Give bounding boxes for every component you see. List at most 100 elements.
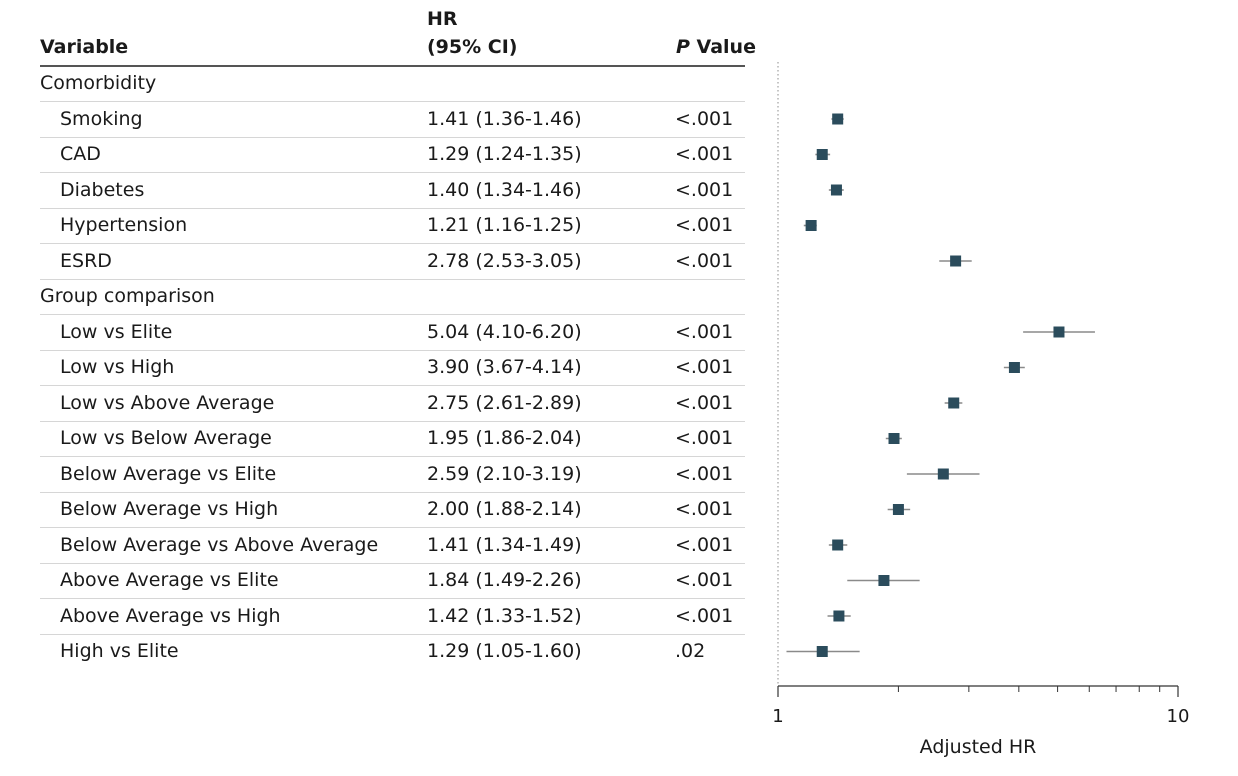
- variable-label: Above Average vs Elite: [60, 569, 279, 591]
- p-value: <.001: [675, 533, 734, 556]
- p-value: <.001: [675, 462, 734, 485]
- hr-point-marker: [816, 646, 828, 657]
- table-row: Above Average vs Elite 1.84 (1.49-2.26) <.…: [40, 563, 745, 599]
- row-divider: [40, 136, 745, 138]
- hr-point-marker: [878, 575, 890, 586]
- hr-ci-value: 1.40 (1.34-1.46): [427, 178, 582, 201]
- table-row: Smoking 1.41 (1.36-1.46) <.001: [40, 102, 745, 138]
- table-row: Hypertension 1.21 (1.16-1.25) <.001: [40, 208, 745, 244]
- row-divider: [40, 314, 745, 315]
- p-italic: P: [676, 36, 690, 58]
- x-tick-label: 1: [772, 706, 783, 727]
- row-divider: [40, 562, 745, 564]
- variable-label: Low vs Elite: [60, 320, 173, 343]
- row-divider: [40, 243, 745, 244]
- hr-ci-value: 1.42 (1.33-1.52): [427, 604, 582, 627]
- hr-point-marker: [888, 433, 900, 444]
- p-value-rest: Value: [689, 36, 756, 58]
- hr-point-marker: [832, 113, 844, 125]
- hr-point-marker: [816, 149, 828, 160]
- variable-label: ESRD: [60, 249, 112, 272]
- p-value: <.001: [675, 178, 734, 201]
- hr-ci-value: 1.29 (1.24-1.35): [427, 143, 582, 165]
- p-value: <.001: [675, 107, 734, 130]
- row-divider: [40, 598, 745, 599]
- p-value: <.001: [675, 391, 734, 414]
- p-value: <.001: [675, 249, 734, 272]
- table-row: Low vs Below Average 1.95 (1.86-2.04) <.00…: [40, 421, 745, 457]
- p-value: <.001: [675, 143, 734, 165]
- row-divider: [40, 101, 745, 102]
- variable-label: Hypertension: [60, 214, 188, 236]
- p-value: <.001: [675, 356, 734, 378]
- hr-point-marker: [948, 397, 960, 409]
- variable-label: Low vs Below Average: [60, 427, 272, 449]
- p-value: <.001: [675, 569, 734, 591]
- hr-header-line1: HR: [427, 8, 458, 30]
- hr-point-marker: [1053, 326, 1065, 338]
- variable-label: Smoking: [60, 107, 143, 130]
- x-tick-label: 10: [1167, 706, 1190, 727]
- hr-point-marker: [950, 255, 962, 267]
- row-divider: [40, 385, 745, 386]
- variable-label: Above Average vs High: [60, 604, 281, 627]
- table-row: Low vs Above Average 2.75 (2.61-2.89) <.00…: [40, 386, 745, 422]
- row-divider: [40, 172, 745, 173]
- p-value: .02: [675, 640, 706, 662]
- variable-label: Diabetes: [60, 178, 145, 201]
- group-label: Group comparison: [40, 285, 215, 307]
- row-divider: [40, 633, 745, 635]
- row-divider: [40, 527, 745, 528]
- hr-ci-value: 2.59 (2.10-3.19): [427, 462, 582, 485]
- variable-label: Below Average vs High: [60, 498, 279, 520]
- table-row: CAD 1.29 (1.24-1.35) <.001: [40, 137, 745, 173]
- hr-ci-value: 1.29 (1.05-1.60): [427, 640, 582, 662]
- table-row: ESRD 2.78 (2.53-3.05) <.001: [40, 244, 745, 280]
- row-divider: [40, 420, 745, 422]
- variable-label: Below Average vs Elite: [60, 462, 277, 485]
- variable-label: High vs Elite: [60, 640, 179, 662]
- hr-ci-value: 2.00 (1.88-2.14): [427, 498, 582, 520]
- row-divider: [40, 349, 745, 351]
- hr-point-marker: [833, 610, 845, 622]
- hr-ci-value: 2.78 (2.53-3.05): [427, 249, 582, 272]
- hr-point-marker: [830, 184, 842, 196]
- variable-label: Low vs High: [60, 356, 175, 378]
- p-value: <.001: [675, 604, 734, 627]
- table-row: Below Average vs Above Average 1.41 (1.34…: [40, 528, 745, 564]
- hr-point-marker: [1008, 362, 1020, 373]
- hr-ci-value: 1.41 (1.36-1.46): [427, 107, 582, 130]
- row-divider: [40, 207, 745, 209]
- table-row: Diabetes 1.40 (1.34-1.46) <.001: [40, 173, 745, 209]
- p-value: <.001: [675, 427, 734, 449]
- table-row: Low vs Elite 5.04 (4.10-6.20) <.001: [40, 315, 745, 351]
- hr-point-marker: [892, 504, 904, 515]
- x-axis-label: Adjusted HR: [920, 736, 1037, 758]
- hr-ci-value: 1.41 (1.34-1.49): [427, 533, 582, 556]
- p-value: <.001: [675, 214, 734, 236]
- hr-ci-value: 3.90 (3.67-4.14): [427, 356, 582, 378]
- variable-header: Variable: [40, 36, 129, 58]
- p-value: <.001: [675, 498, 734, 520]
- variable-label: CAD: [60, 143, 101, 165]
- group-header-row: Comorbidity: [40, 66, 745, 102]
- hr-ci-value: 1.84 (1.49-2.26): [427, 569, 582, 591]
- p-value: <.001: [675, 320, 734, 343]
- table-row: Above Average vs High 1.42 (1.33-1.52) <.0…: [40, 599, 745, 635]
- hr-ci-value: 2.75 (2.61-2.89): [427, 391, 582, 414]
- hr-ci-value: 1.21 (1.16-1.25): [427, 214, 582, 236]
- row-divider: [40, 456, 745, 457]
- variable-label: Low vs Above Average: [60, 391, 275, 414]
- table-row: Low vs High 3.90 (3.67-4.14) <.001: [40, 350, 745, 386]
- table-row: Below Average vs Elite 2.59 (2.10-3.19) <.…: [40, 457, 745, 493]
- hr-point-marker: [832, 539, 844, 551]
- hr-point-marker: [805, 220, 817, 231]
- header-rule: [40, 65, 745, 67]
- p-value-header: P Value: [676, 36, 756, 58]
- hr-ci-value: 5.04 (4.10-6.20): [427, 320, 582, 343]
- group-header-row: Group comparison: [40, 279, 745, 315]
- hr-header-line2: (95% CI): [427, 36, 518, 58]
- hr-ci-value: 1.95 (1.86-2.04): [427, 427, 582, 449]
- table-row: High vs Elite 1.29 (1.05-1.60) .02: [40, 634, 745, 670]
